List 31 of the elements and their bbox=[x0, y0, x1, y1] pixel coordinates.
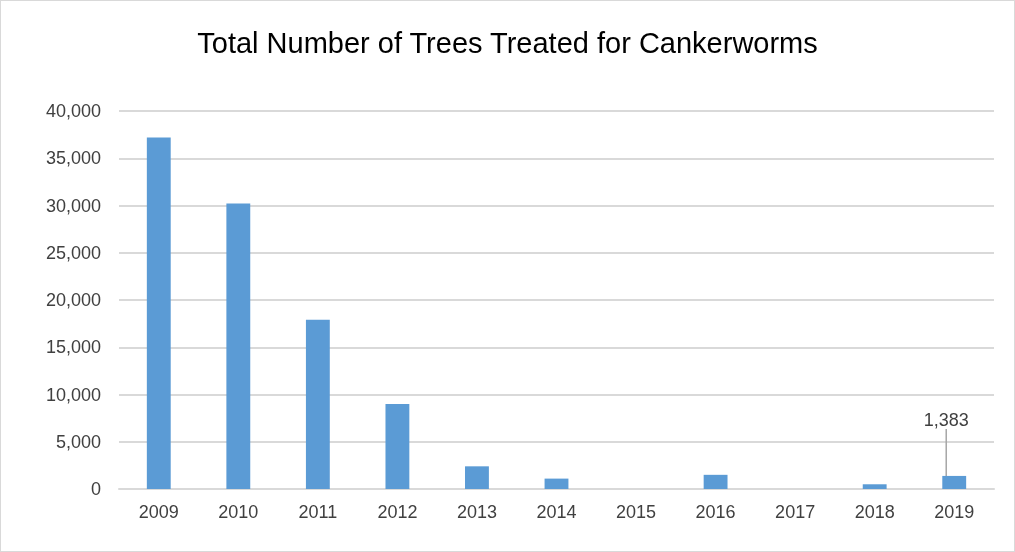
y-tick-label: 30,000 bbox=[45, 195, 101, 216]
y-tick-label: 20,000 bbox=[45, 290, 101, 310]
bar bbox=[703, 474, 728, 489]
x-tick-label: 2017 bbox=[775, 502, 816, 522]
data-label: 1,383 bbox=[923, 409, 969, 430]
chart-title: Total Number of Trees Treated for Cankerworms bbox=[197, 26, 818, 59]
bar bbox=[305, 319, 330, 489]
bar bbox=[942, 475, 967, 489]
x-tick-label: 2014 bbox=[536, 502, 577, 522]
y-tick-label: 10,000 bbox=[45, 384, 101, 405]
x-tick-label: 2016 bbox=[695, 502, 736, 522]
y-tick-label: 25,000 bbox=[45, 242, 101, 263]
x-tick-label: 2013 bbox=[456, 502, 497, 522]
y-tick-label: 0 bbox=[90, 479, 101, 499]
y-tick-label: 5,000 bbox=[55, 431, 101, 452]
y-tick-label: 40,000 bbox=[45, 101, 101, 121]
bar bbox=[146, 137, 171, 489]
bar bbox=[862, 484, 887, 489]
x-tick-label: 2015 bbox=[616, 502, 657, 522]
x-tick-label: 2009 bbox=[138, 502, 179, 522]
x-tick-label: 2010 bbox=[218, 502, 259, 522]
bar bbox=[385, 403, 410, 489]
bar bbox=[226, 203, 251, 489]
bar bbox=[465, 466, 489, 489]
x-tick-label: 2011 bbox=[298, 502, 338, 522]
bar bbox=[544, 478, 569, 489]
y-tick-label: 15,000 bbox=[45, 337, 101, 358]
x-tick-label: 2019 bbox=[934, 502, 975, 522]
y-tick-label: 35,000 bbox=[45, 148, 101, 169]
x-tick-label: 2018 bbox=[854, 502, 895, 522]
x-tick-label: 2012 bbox=[377, 502, 418, 522]
